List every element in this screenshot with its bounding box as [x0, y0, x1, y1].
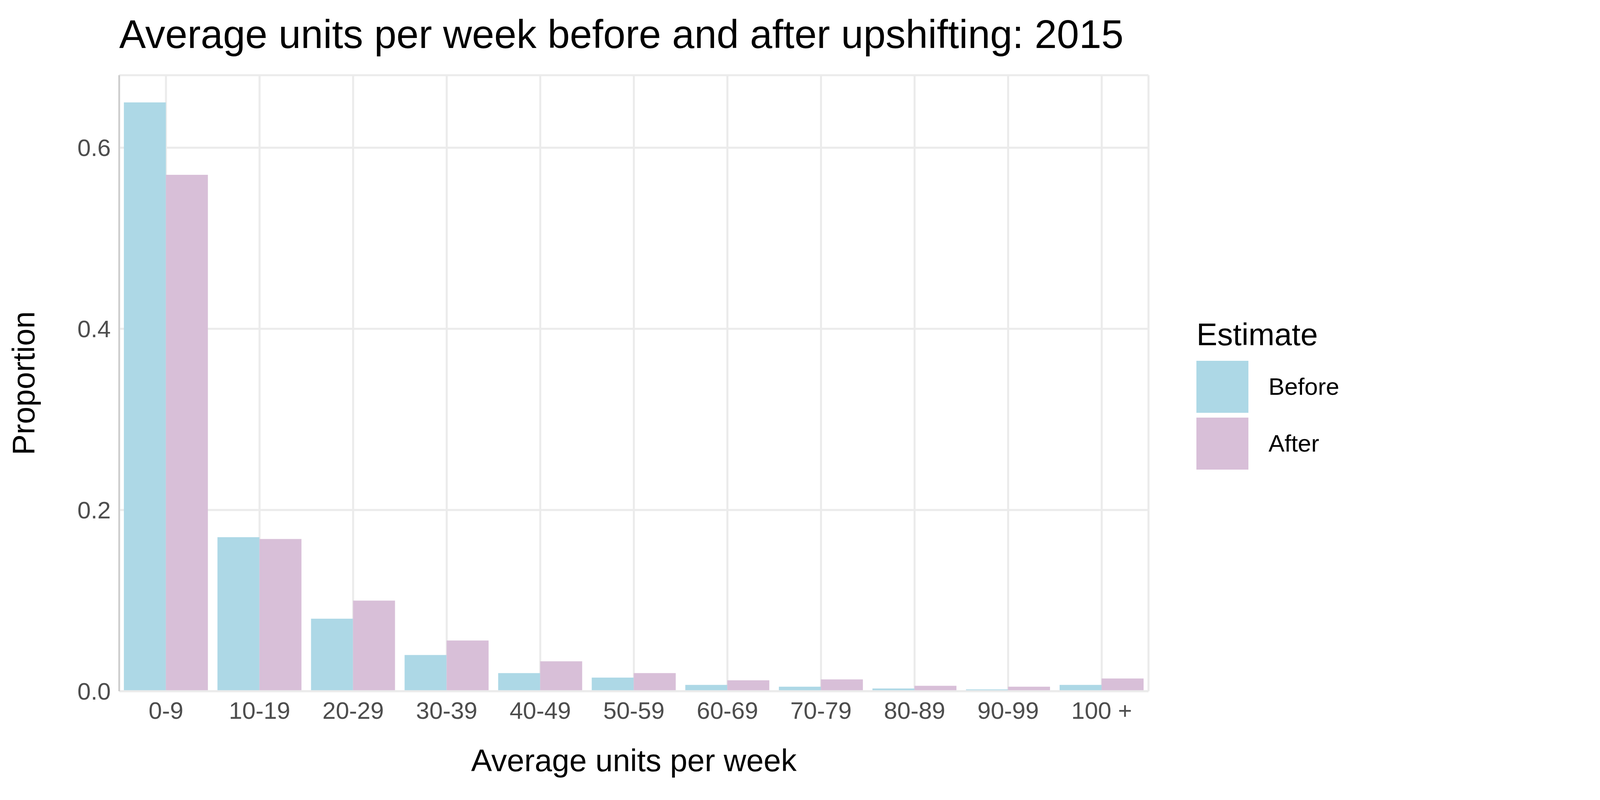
html-text:After: After: [1268, 430, 1320, 457]
svg-text:0.0: 0.0: [77, 678, 111, 705]
html-text:Average units per week before: Average units per week before and after …: [119, 11, 1124, 57]
svg-text:Average units per week: Average units per week: [471, 742, 798, 778]
svg-text:20-29: 20-29: [322, 697, 384, 724]
svg-text:10-19: 10-19: [228, 697, 290, 724]
svg-text:0.2: 0.2: [77, 496, 111, 524]
html-text:Before: Before: [1268, 373, 1340, 400]
svg-text:80-89: 80-89: [884, 697, 946, 724]
svg-text:40-49: 40-49: [509, 697, 571, 724]
svg-text:Proportion: Proportion: [6, 311, 42, 456]
svg-text:50-59: 50-59: [603, 697, 665, 724]
svg-text:0.4: 0.4: [77, 315, 111, 343]
svg-text:90-99: 90-99: [977, 697, 1039, 724]
svg-text:0.6: 0.6: [77, 134, 111, 162]
html-text:Estimate: Estimate: [1196, 316, 1318, 352]
svg-text:0-9: 0-9: [148, 697, 184, 724]
svg-text:100 +: 100 +: [1071, 697, 1132, 724]
svg-text:70-79: 70-79: [790, 697, 852, 724]
svg-text:60-69: 60-69: [696, 697, 758, 724]
svg-text:30-39: 30-39: [416, 697, 478, 724]
